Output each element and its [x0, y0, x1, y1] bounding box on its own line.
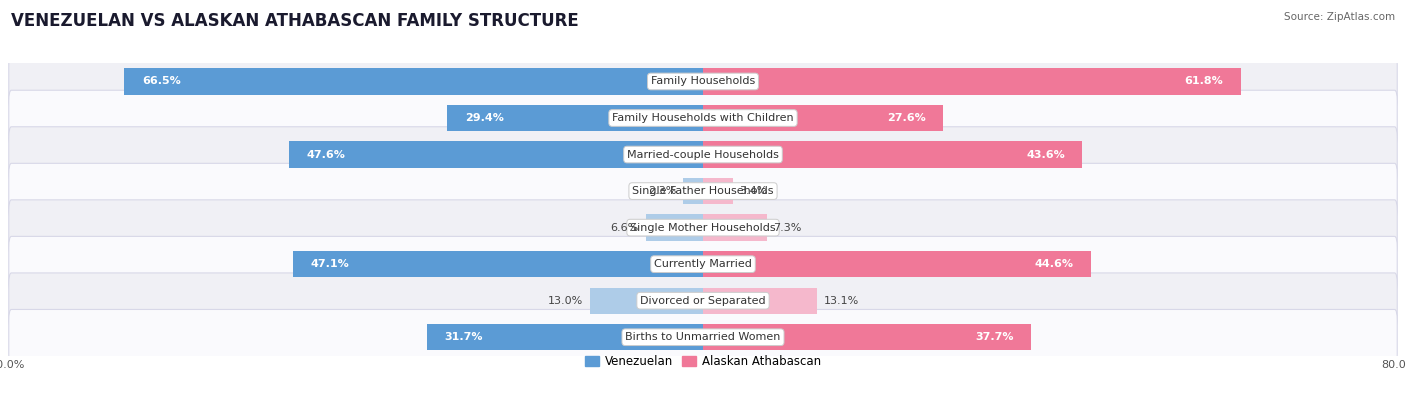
Text: 47.6%: 47.6%	[307, 150, 344, 160]
Bar	[294, 251, 703, 277]
Bar	[645, 214, 703, 241]
Text: 61.8%: 61.8%	[1184, 77, 1223, 87]
FancyBboxPatch shape	[8, 200, 1398, 256]
Bar	[591, 288, 703, 314]
Bar	[703, 178, 733, 204]
FancyBboxPatch shape	[8, 309, 1398, 365]
Text: 29.4%: 29.4%	[464, 113, 503, 123]
Text: VENEZUELAN VS ALASKAN ATHABASCAN FAMILY STRUCTURE: VENEZUELAN VS ALASKAN ATHABASCAN FAMILY …	[11, 12, 579, 30]
Text: 47.1%: 47.1%	[311, 259, 350, 269]
Bar	[703, 251, 1091, 277]
Text: Single Mother Households: Single Mother Households	[630, 223, 776, 233]
Text: 7.3%: 7.3%	[773, 223, 801, 233]
Text: 31.7%: 31.7%	[444, 332, 484, 342]
FancyBboxPatch shape	[8, 163, 1398, 219]
FancyBboxPatch shape	[8, 127, 1398, 182]
FancyBboxPatch shape	[8, 90, 1398, 146]
Bar	[125, 68, 703, 95]
Text: 13.1%: 13.1%	[824, 296, 859, 306]
Bar	[427, 324, 703, 350]
Text: 43.6%: 43.6%	[1026, 150, 1064, 160]
Bar	[288, 141, 703, 168]
Bar	[703, 68, 1240, 95]
Text: Divorced or Separated: Divorced or Separated	[640, 296, 766, 306]
Text: 66.5%: 66.5%	[142, 77, 180, 87]
Bar	[683, 178, 703, 204]
Bar	[703, 141, 1083, 168]
Bar	[703, 324, 1031, 350]
Text: Married-couple Households: Married-couple Households	[627, 150, 779, 160]
FancyBboxPatch shape	[8, 273, 1398, 329]
Bar	[447, 105, 703, 131]
Text: 27.6%: 27.6%	[887, 113, 925, 123]
Text: Births to Unmarried Women: Births to Unmarried Women	[626, 332, 780, 342]
Text: 44.6%: 44.6%	[1035, 259, 1074, 269]
Text: 3.4%: 3.4%	[740, 186, 768, 196]
Legend: Venezuelan, Alaskan Athabascan: Venezuelan, Alaskan Athabascan	[579, 350, 827, 373]
Bar	[703, 105, 943, 131]
Text: Single Father Households: Single Father Households	[633, 186, 773, 196]
Text: Source: ZipAtlas.com: Source: ZipAtlas.com	[1284, 12, 1395, 22]
FancyBboxPatch shape	[8, 54, 1398, 109]
Bar	[703, 214, 766, 241]
Text: 6.6%: 6.6%	[610, 223, 638, 233]
Text: Family Households: Family Households	[651, 77, 755, 87]
Text: Family Households with Children: Family Households with Children	[612, 113, 794, 123]
FancyBboxPatch shape	[8, 236, 1398, 292]
Text: Currently Married: Currently Married	[654, 259, 752, 269]
Text: 37.7%: 37.7%	[976, 332, 1014, 342]
Text: 2.3%: 2.3%	[648, 186, 676, 196]
Bar	[703, 288, 817, 314]
Text: 13.0%: 13.0%	[548, 296, 583, 306]
